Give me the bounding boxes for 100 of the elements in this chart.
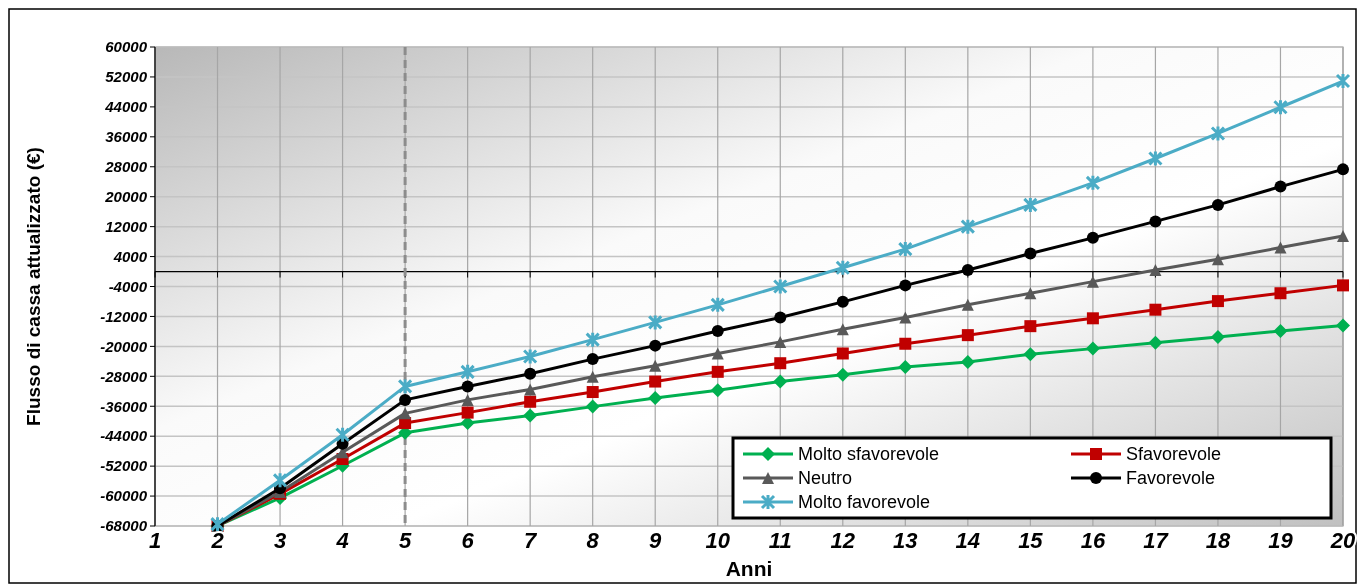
point — [899, 311, 912, 324]
x-tick-label: 19 — [1268, 528, 1294, 553]
y-tick-label: 28000 — [104, 158, 148, 175]
point — [460, 416, 475, 431]
point — [210, 515, 226, 533]
point — [774, 311, 787, 324]
y-tick-label: -36000 — [100, 397, 148, 415]
point — [836, 323, 849, 336]
point — [461, 380, 474, 393]
x-tick-label: 15 — [1018, 528, 1044, 553]
point — [1272, 98, 1288, 116]
point — [772, 278, 788, 295]
x-tick-label: 7 — [524, 528, 539, 553]
point — [1148, 335, 1163, 350]
point — [1274, 287, 1287, 300]
x-tick-label: 1 — [148, 528, 162, 553]
x-tick-label: 11 — [768, 528, 792, 553]
point — [1211, 198, 1224, 211]
legend-label: Molto favorevole — [798, 492, 931, 513]
point — [835, 367, 850, 382]
point — [649, 375, 662, 388]
point — [1024, 247, 1037, 260]
point — [272, 471, 288, 489]
point — [836, 347, 849, 360]
point — [522, 347, 538, 365]
x-tick-label: 13 — [893, 528, 918, 553]
point — [836, 295, 849, 308]
legend-label: Favorevole — [1126, 468, 1216, 489]
x-tick-label: 3 — [273, 528, 287, 553]
point — [711, 347, 724, 360]
point — [1022, 196, 1038, 214]
point — [1086, 231, 1099, 244]
y-tick-label: -28000 — [100, 367, 148, 385]
x-tick-label: 2 — [210, 528, 225, 553]
point — [710, 296, 726, 314]
point — [335, 426, 351, 444]
point — [835, 259, 851, 277]
point — [1336, 318, 1350, 333]
point — [1273, 324, 1288, 339]
y-tick-label: 60000 — [105, 38, 148, 56]
y-tick-label: -20000 — [100, 337, 148, 355]
y-tick-label: 4000 — [112, 247, 148, 265]
point — [960, 218, 976, 236]
point — [1337, 163, 1349, 176]
y-tick-label: -52000 — [100, 457, 148, 475]
y-tick-label: 52000 — [105, 68, 148, 86]
x-tick-label: 9 — [649, 528, 663, 553]
point — [586, 353, 599, 366]
point — [1335, 72, 1351, 90]
y-tick-label: -4000 — [108, 277, 148, 295]
point — [1210, 124, 1226, 142]
y-tick-label: -60000 — [100, 487, 148, 505]
point — [647, 313, 663, 331]
legend-label: Molto sfavorevole — [798, 444, 940, 465]
x-axis-title: Anni — [725, 557, 773, 580]
point — [1211, 253, 1224, 266]
point — [774, 357, 787, 370]
point — [1210, 330, 1225, 345]
point — [1085, 174, 1101, 192]
legend-label: Sfavorevole — [1126, 444, 1222, 465]
point — [585, 399, 600, 414]
y-tick-label: -68000 — [100, 517, 148, 535]
point — [774, 335, 787, 348]
y-tick-label: -44000 — [100, 427, 148, 445]
y-tick-label: -12000 — [100, 307, 148, 325]
point — [1149, 303, 1162, 316]
point — [773, 374, 788, 389]
x-tick-label: 6 — [461, 528, 475, 553]
point — [961, 298, 974, 311]
point — [711, 325, 724, 338]
point — [1024, 287, 1037, 300]
point — [1274, 241, 1287, 254]
point — [960, 355, 975, 370]
x-tick-label: 14 — [955, 528, 981, 553]
point — [586, 386, 599, 399]
x-tick-label: 10 — [705, 528, 731, 553]
point — [897, 240, 913, 258]
point — [1211, 295, 1224, 308]
point — [1023, 347, 1038, 362]
point — [711, 365, 724, 378]
y-tick-label: 36000 — [105, 128, 148, 146]
point — [1086, 312, 1099, 325]
point — [1337, 279, 1349, 292]
point — [399, 393, 412, 406]
x-tick-label: 5 — [398, 528, 412, 553]
point — [648, 391, 663, 406]
point — [1149, 264, 1162, 277]
point — [524, 395, 537, 408]
x-tick-label: 17 — [1143, 528, 1170, 553]
point — [461, 393, 474, 406]
y-tick-label: 20000 — [104, 187, 148, 205]
point — [524, 367, 537, 380]
x-tick-label: 16 — [1080, 528, 1106, 553]
point — [461, 406, 474, 419]
point — [1085, 341, 1100, 356]
point — [397, 377, 413, 395]
point — [710, 383, 725, 398]
point — [524, 383, 537, 396]
x-tick-label: 20 — [1329, 528, 1356, 553]
x-tick-label: 12 — [830, 528, 856, 553]
